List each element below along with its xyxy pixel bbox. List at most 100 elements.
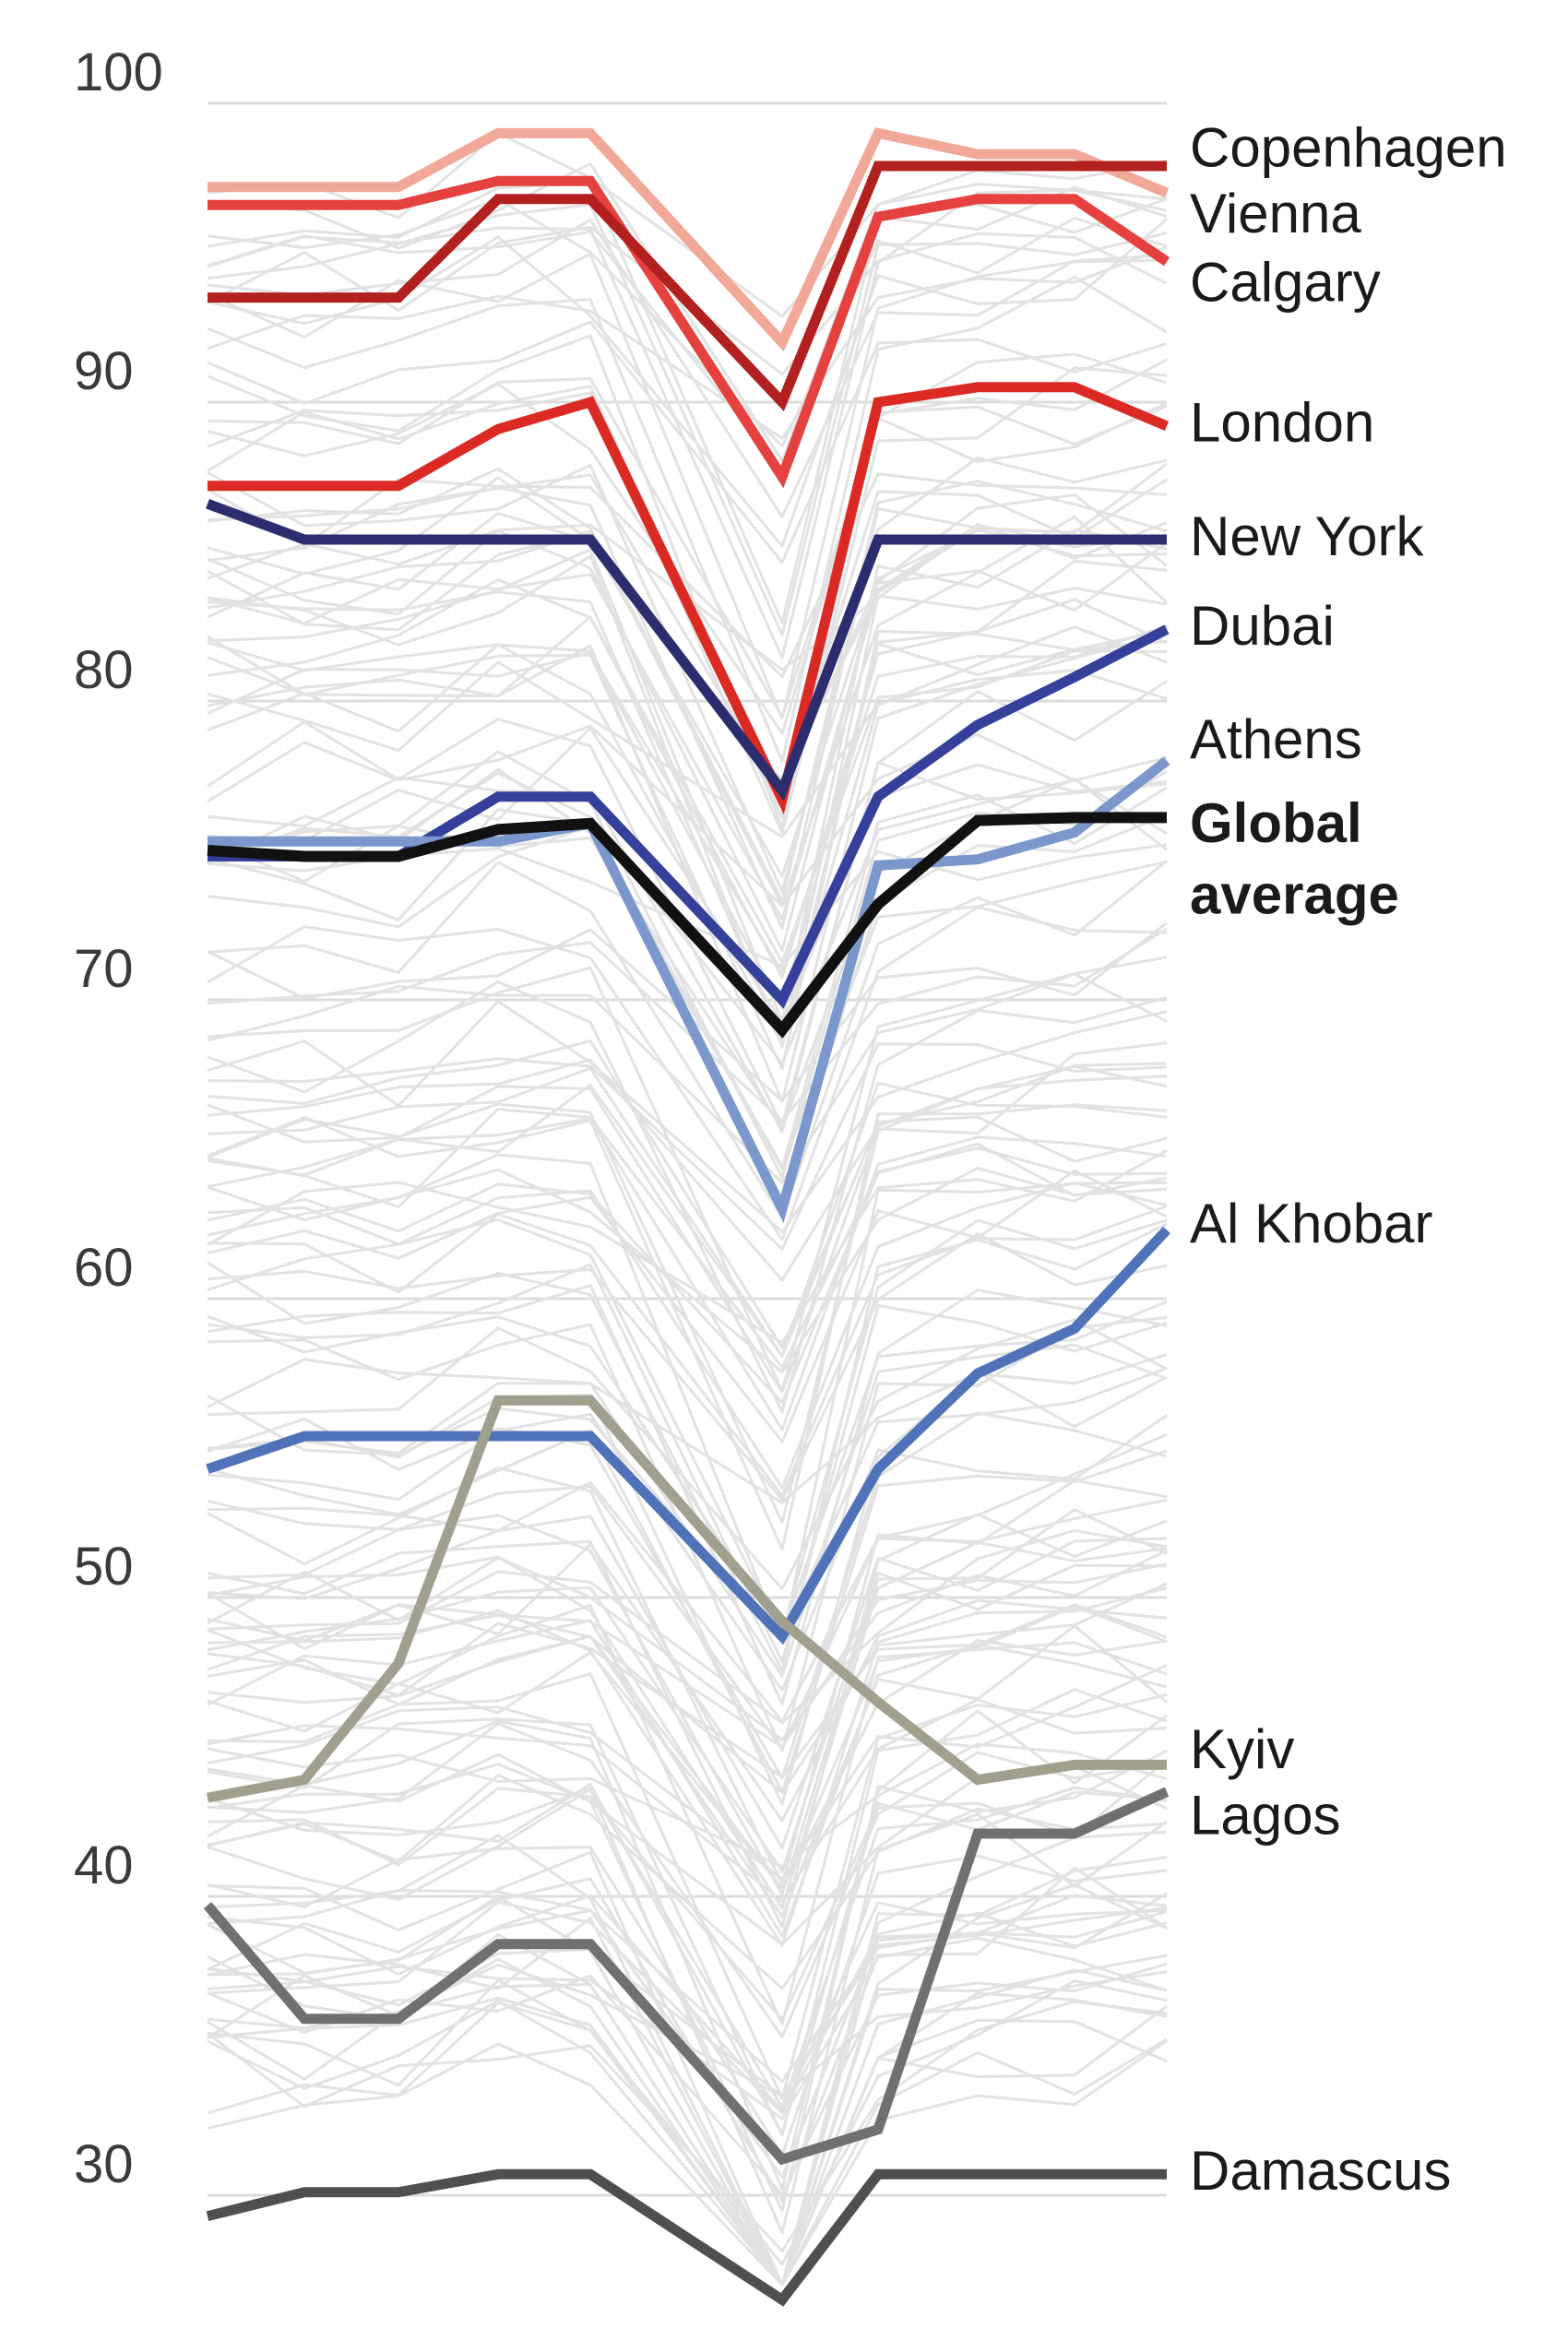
series-label: London <box>1190 392 1374 454</box>
background-city-line <box>207 1774 1168 1990</box>
background-city-line <box>207 1232 1168 1502</box>
background-city-line <box>207 1263 1168 1664</box>
background-city-line <box>207 1167 1168 1373</box>
background-city-line <box>207 1830 1168 2287</box>
background-city-line <box>207 1889 1168 2179</box>
background-city-line <box>207 1639 1168 1890</box>
background-city-line <box>207 1058 1168 1282</box>
background-city-line <box>207 1218 1168 1636</box>
background-city-line <box>207 185 1168 471</box>
background-city-line <box>207 1084 1168 1358</box>
series-label: Calgary <box>1190 251 1381 313</box>
background-city-line <box>207 1850 1168 2287</box>
series-label: New York <box>1190 505 1424 567</box>
background-city-line <box>207 203 1168 636</box>
background-city-line <box>207 587 1168 1041</box>
y-tick-label: 70 <box>74 939 134 999</box>
y-tick-label: 90 <box>74 341 134 401</box>
background-city-line <box>207 1688 1168 2137</box>
background-city-line <box>207 1900 1168 2115</box>
background-city-lines <box>207 131 1169 2287</box>
background-city-line <box>207 1370 1168 1806</box>
background-city-line <box>207 1586 1168 1947</box>
background-city-line <box>207 1041 1168 1394</box>
series-label: Kyiv <box>1190 1718 1294 1780</box>
background-city-line <box>207 1562 1168 1749</box>
series-label: Athens <box>1190 708 1362 770</box>
background-city-line <box>207 1485 1168 1751</box>
background-city-line <box>207 524 1168 921</box>
series-line-copenhagen <box>208 127 1170 352</box>
background-city-line <box>207 528 1168 1023</box>
background-city-line <box>207 771 1168 1065</box>
series-line-new-york <box>206 499 1167 802</box>
background-city-line <box>207 726 1168 1025</box>
background-city-line <box>207 1412 1168 1693</box>
background-city-line <box>207 1429 1168 1794</box>
background-city-line <box>207 1604 1168 1891</box>
background-city-line <box>207 1894 1168 2112</box>
background-city-line <box>207 1582 1168 1795</box>
background-city-line <box>207 625 1168 1045</box>
background-city-line <box>207 1205 1168 1498</box>
background-city-line <box>207 1142 1168 1405</box>
background-city-line <box>207 906 1168 1241</box>
background-city-line <box>207 2001 1168 2287</box>
background-city-line <box>207 972 1168 1184</box>
background-city-line <box>207 245 1168 440</box>
series-line-lagos <box>203 1787 1170 2166</box>
background-city-line <box>207 161 1168 463</box>
series-label: Lagos <box>1190 1785 1340 1847</box>
background-city-line <box>207 467 1168 902</box>
background-city-line <box>207 1709 1168 2191</box>
background-city-line <box>207 1540 1168 1910</box>
y-tick-label: 80 <box>74 640 134 700</box>
background-city-line <box>207 456 1168 893</box>
background-city-line <box>207 1066 1168 1358</box>
series-line-kyiv <box>206 1395 1167 1803</box>
background-city-line <box>207 577 1168 980</box>
y-tick-label: 100 <box>74 42 163 102</box>
series-label: Dubai <box>1190 595 1335 657</box>
background-city-line <box>207 1284 1168 1705</box>
background-city-line <box>207 1000 1168 1233</box>
series-label: Vienna <box>1190 183 1361 244</box>
background-city-line <box>207 1783 1168 2135</box>
background-city-line <box>207 1153 1168 1643</box>
background-city-line <box>207 1892 1168 2098</box>
background-city-line <box>207 1513 1168 1929</box>
background-city-line <box>207 1549 1168 1741</box>
background-city-line <box>207 760 1168 1134</box>
background-city-line <box>207 956 1168 1393</box>
background-city-line <box>207 1910 1168 2287</box>
background-city-line <box>207 1603 1168 1778</box>
background-city-line <box>207 1999 1168 2287</box>
background-city-line <box>207 615 1168 964</box>
y-tick-label: 50 <box>74 1537 134 1597</box>
background-city-line <box>207 1722 1168 2038</box>
background-city-line <box>207 2039 1168 2287</box>
y-axis-tick-labels: 30 40 50 60 70 80 90 100 <box>74 42 163 2194</box>
background-city-line <box>207 980 1168 1414</box>
background-city-line <box>207 473 1168 799</box>
background-city-line <box>207 1182 1168 1490</box>
background-city-line <box>207 624 1168 974</box>
background-city-line <box>207 1149 1168 1345</box>
series-line-london <box>208 382 1170 815</box>
background-city-line <box>207 1542 1168 1823</box>
series-line-athens <box>208 756 1170 1224</box>
background-city-line <box>207 1508 1168 1896</box>
background-city-line <box>207 825 1168 1168</box>
background-city-line <box>207 1907 1168 2084</box>
background-city-line <box>207 629 1168 1010</box>
background-city-line <box>207 476 1168 878</box>
background-city-line <box>207 1866 1168 2203</box>
background-city-line <box>207 660 1168 838</box>
background-city-line <box>207 724 1168 908</box>
y-tick-label: 60 <box>74 1238 134 1298</box>
background-city-line <box>207 1039 1168 1349</box>
background-city-line <box>207 1300 1168 1636</box>
background-city-line <box>207 320 1168 564</box>
